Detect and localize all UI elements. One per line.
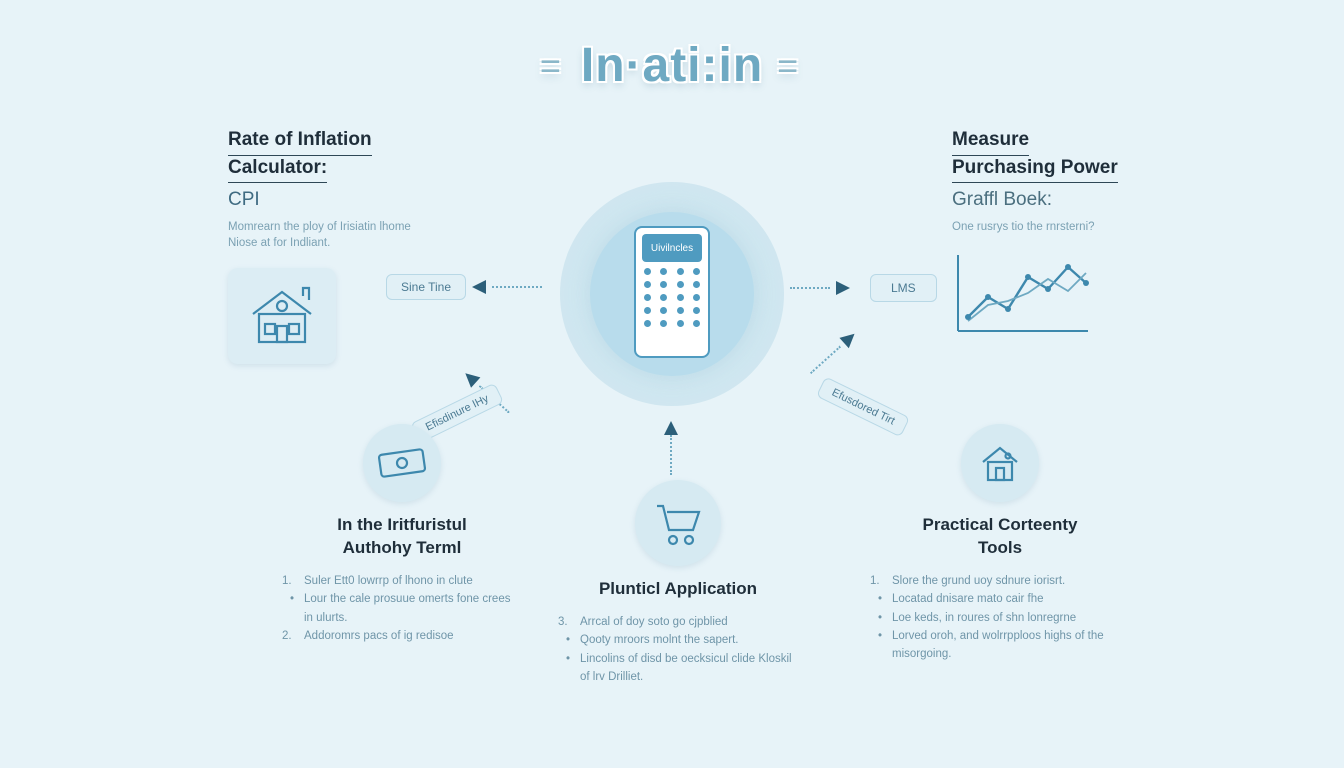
bc-title: Plunticl Application (558, 578, 798, 601)
tl-desc: Momrearn the ploy of Irisiatin lhome Nio… (228, 219, 428, 251)
tl-title-2: Calculator: (228, 156, 327, 184)
br-item-1: Slore the grund uoy sdnure iorisrt. (882, 572, 1110, 590)
tr-title-1: Measure (952, 128, 1029, 156)
block-application: Plunticl Application Arrcal of doy soto … (558, 480, 798, 687)
br-list: Slore the grund uoy sdnure iorisrt. Loca… (870, 572, 1110, 664)
logo-right-bars: = (777, 45, 804, 87)
calculator-keys (642, 268, 702, 327)
br-item-3: Loe keds, in roures of shn lonregrne (882, 609, 1110, 627)
house-small-icon (961, 424, 1039, 502)
br-item-4: Lorved oroh, and wolrrpploos highs of th… (882, 627, 1110, 664)
calculator-icon: Uivilncles (634, 226, 710, 358)
arrow-dr-line (810, 346, 841, 374)
tr-title-2: Purchasing Power (952, 156, 1118, 184)
bl-title: In the Iritfuristul Authohy Terml (272, 514, 532, 560)
arrow-up-line (670, 435, 672, 475)
arrow-left-line (492, 286, 542, 288)
arrow-dl-head (461, 368, 481, 388)
bl-item-2: Lour the cale prosuue omerts fone crees … (294, 590, 522, 627)
arrow-up-head (664, 414, 678, 435)
tl-subhead: CPI (228, 189, 488, 211)
bl-item-1: Suler Ett0 lowrrp of lhono in clute (294, 572, 522, 590)
arrow-up (664, 414, 678, 475)
bl-item-3: Addoromrs pacs of ig redisoe (294, 627, 522, 645)
br-title: Practical Corteenty Tools (870, 514, 1130, 560)
arrow-dr-head (839, 329, 859, 349)
bc-list: Arrcal of doy soto go cjpblied Qooty mro… (558, 613, 798, 687)
arrow-down-right (806, 329, 859, 379)
arrow-right: LMS (790, 274, 937, 302)
block-practical-tools: Practical Corteenty Tools Slore the grun… (870, 424, 1130, 664)
line-chart-icon (952, 249, 1092, 339)
logo-text: In·ati:in (581, 38, 763, 93)
tr-subhead: Graffl Boek: (952, 189, 1212, 211)
bl-list: Suler Ett0 lowrrp of lhono in clute Lour… (282, 572, 522, 646)
block-purchasing-power: Measure Purchasing Power Graffl Boek: On… (952, 128, 1212, 339)
tl-title-1: Rate of Inflation (228, 128, 372, 156)
arrow-right-head (836, 281, 850, 295)
calculator-screen: Uivilncles (642, 234, 702, 262)
central-hub: Uivilncles (560, 182, 784, 406)
block-rate-of-inflation: Rate of Inflation Calculator: CPI Momrea… (228, 128, 488, 364)
tr-desc: One rusrys tio the rnrsterni? (952, 219, 1152, 235)
arrow-right-line (790, 287, 830, 289)
arrow-right-label: LMS (870, 274, 937, 302)
bc-item-3: Lincolins of disd be oecksicul clide Klo… (570, 650, 798, 687)
banknote-icon (363, 424, 441, 502)
bc-item-1: Arrcal of doy soto go cjpblied (570, 613, 798, 631)
br-item-2: Locatad dnisare mato cair fhe (882, 590, 1110, 608)
house-icon (228, 268, 336, 364)
cart-icon (635, 480, 721, 566)
logo: = In·ati:in = (540, 38, 804, 93)
bc-item-2: Qooty mroors molnt the sapert. (570, 631, 798, 649)
block-authority-terms: In the Iritfuristul Authohy Terml Suler … (272, 424, 532, 645)
logo-left-bars: = (540, 45, 567, 87)
